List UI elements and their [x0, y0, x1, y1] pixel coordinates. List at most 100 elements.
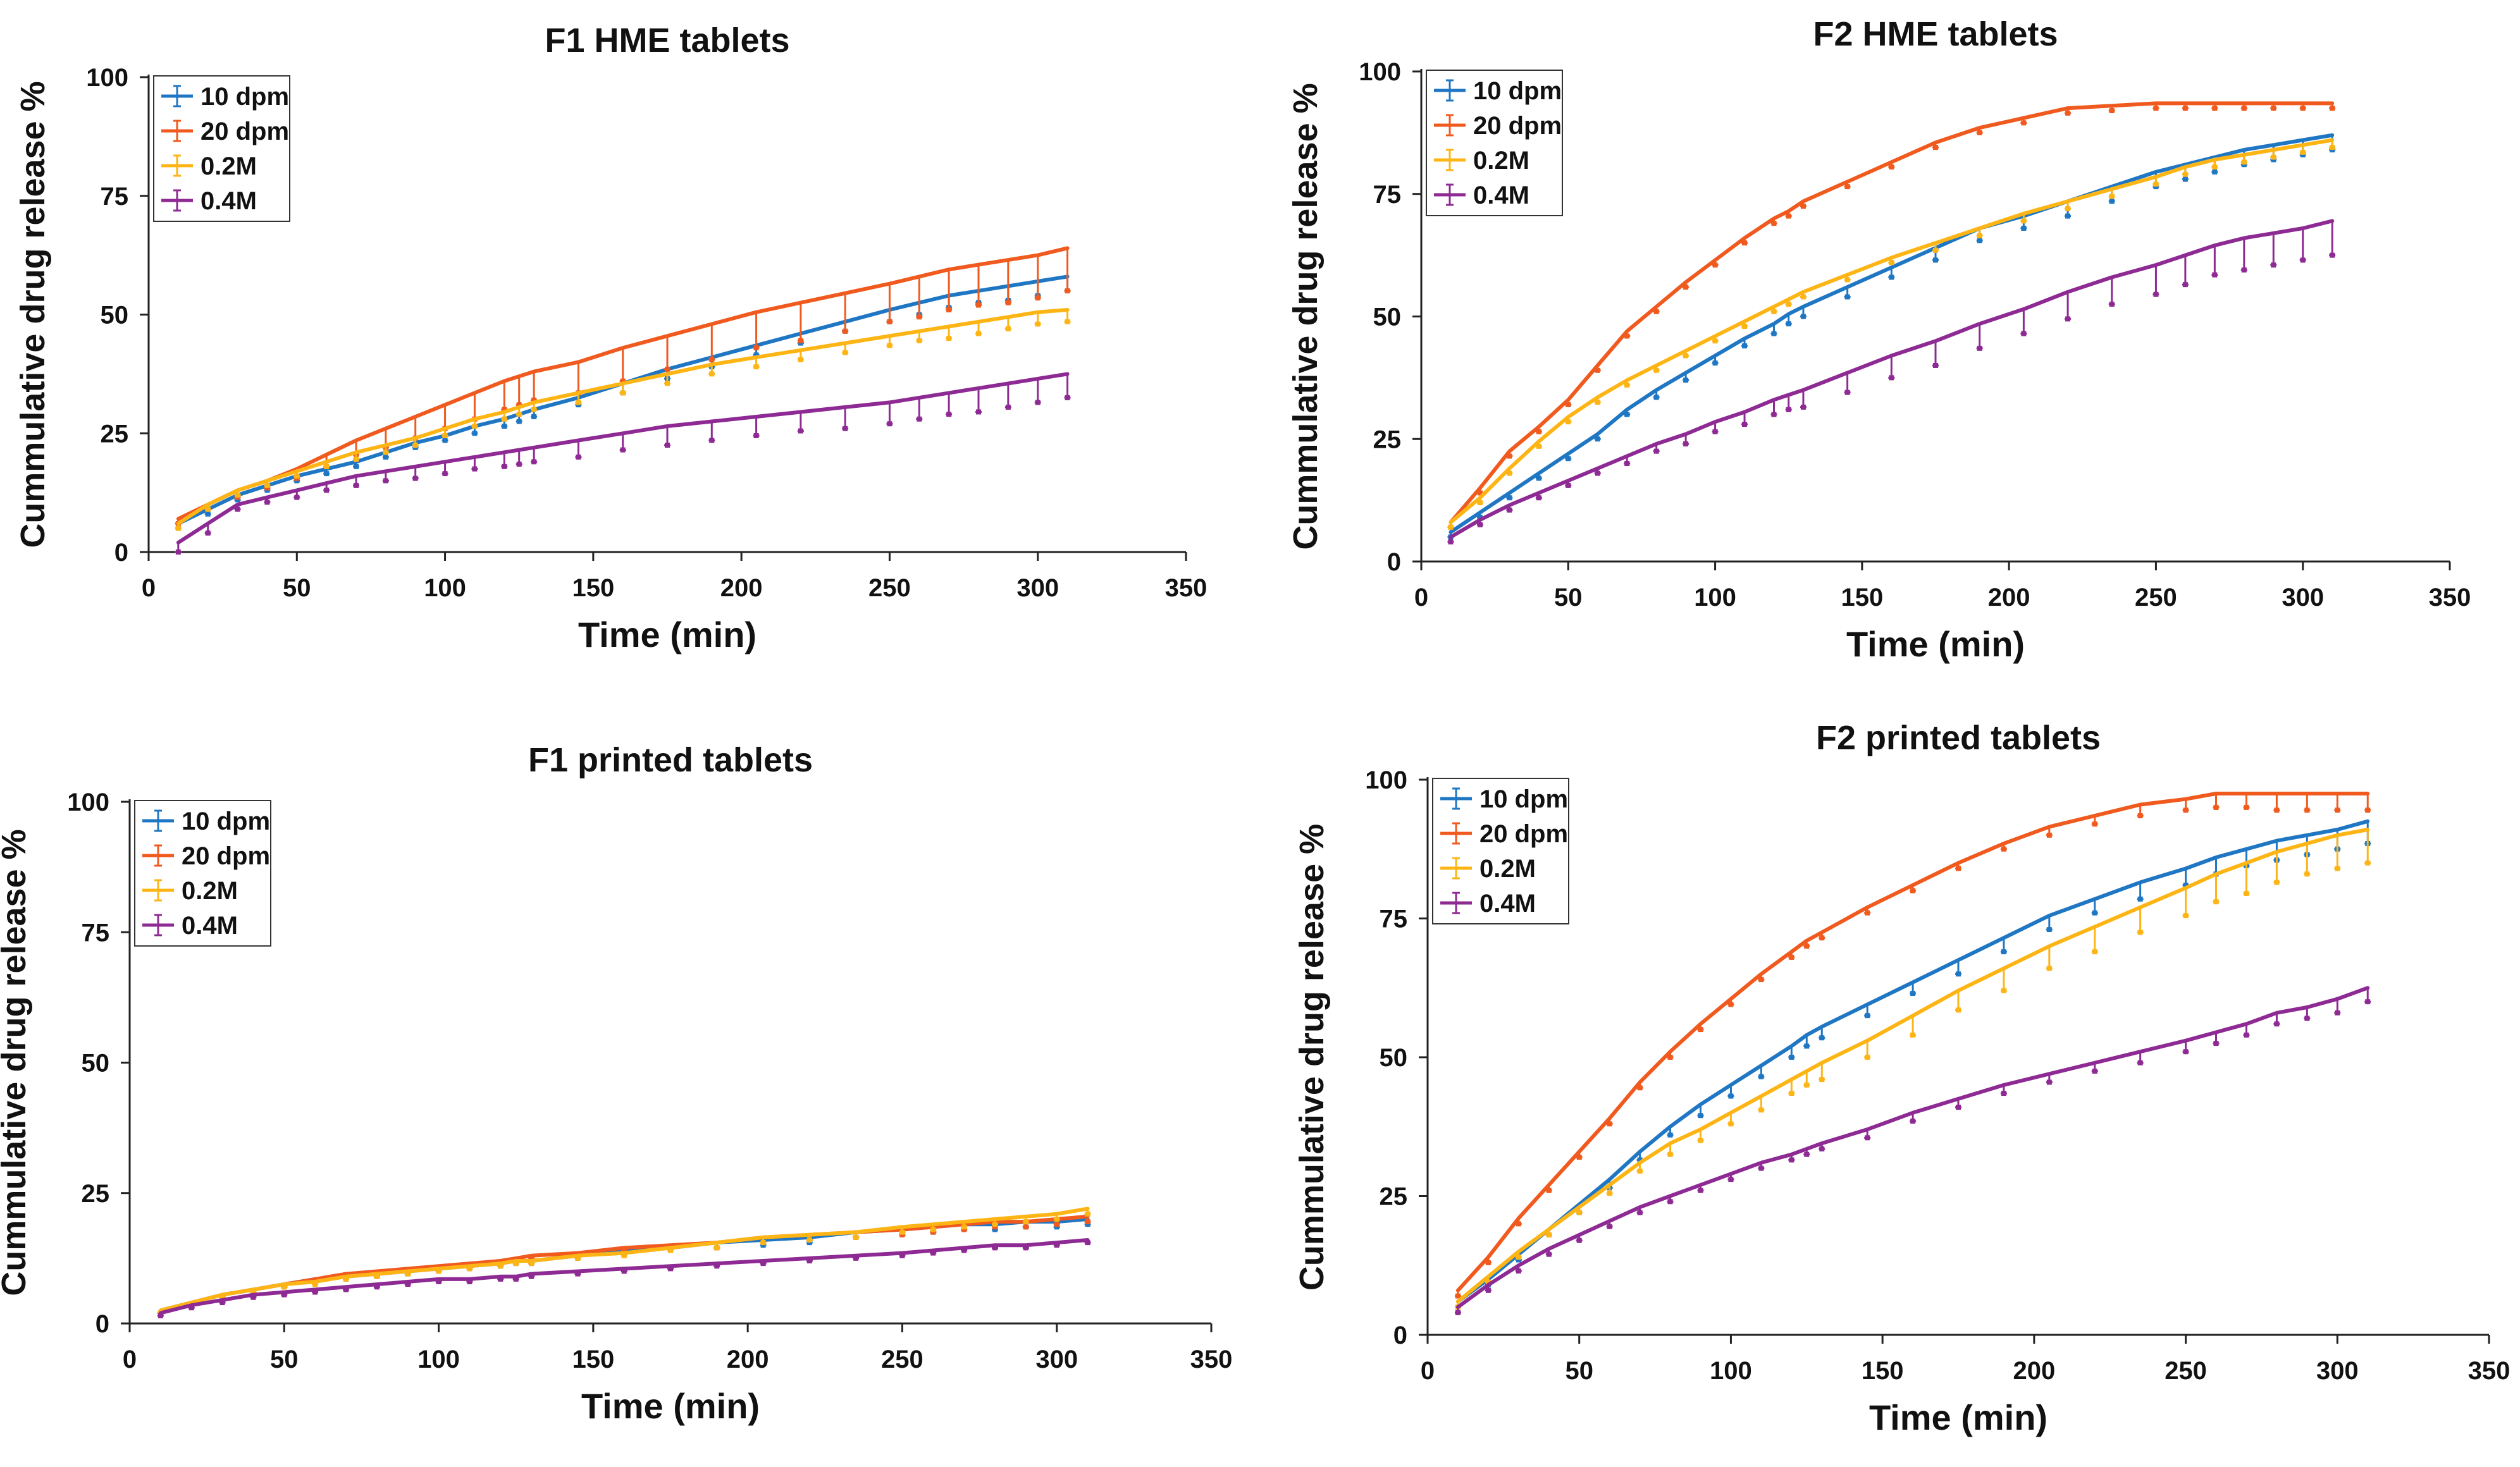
data-point-marker: [516, 402, 522, 408]
data-point-marker: [1546, 1251, 1552, 1257]
data-point-marker: [2304, 871, 2310, 877]
series-line: [1455, 792, 2370, 1292]
data-point-marker: [158, 1313, 163, 1318]
data-point-marker: [502, 407, 507, 412]
data-point-marker: [1054, 1243, 1059, 1248]
series-line: [176, 274, 1070, 525]
data-point-marker: [1910, 1032, 1916, 1038]
data-point-marker: [1566, 419, 1571, 425]
data-point-marker: [1728, 1121, 1734, 1127]
data-point-marker: [1712, 360, 1718, 366]
data-point-marker: [1933, 145, 1938, 150]
data-point-marker: [887, 319, 892, 324]
data-point-marker: [1683, 441, 1689, 446]
data-point-marker: [976, 331, 981, 336]
data-point-marker: [467, 1279, 472, 1284]
data-point-marker: [806, 1258, 812, 1263]
x-tick-label: 250: [2135, 584, 2177, 611]
x-axis-label: Time (min): [578, 615, 757, 654]
data-point-marker: [1800, 204, 1806, 209]
data-point-marker: [412, 443, 418, 448]
data-point-marker: [1786, 321, 1791, 327]
y-tick-label: 100: [67, 789, 109, 816]
data-point-marker: [502, 423, 507, 429]
data-point-marker: [1607, 1224, 1612, 1229]
data-point-marker: [753, 345, 759, 351]
x-tick-label: 150: [1862, 1357, 1904, 1385]
data-point-marker: [2065, 206, 2071, 211]
series-line: [1455, 828, 2370, 1304]
data-point-marker: [1536, 443, 1541, 449]
data-point-marker: [1637, 1157, 1643, 1163]
data-point-marker: [531, 407, 537, 412]
data-point-marker: [383, 478, 388, 484]
data-point-marker: [516, 419, 522, 424]
data-point-marker: [843, 328, 848, 334]
data-point-marker: [753, 352, 759, 358]
data-point-marker: [1889, 375, 1894, 381]
data-point-marker: [1546, 1188, 1552, 1193]
x-tick-label: 0: [1414, 584, 1428, 611]
data-point-marker: [1566, 402, 1571, 407]
data-point-marker: [2365, 860, 2371, 866]
x-tick-label: 350: [1165, 574, 1208, 602]
series-line: [158, 1217, 1090, 1313]
data-point-marker: [1758, 1165, 1764, 1171]
data-point-marker: [383, 450, 388, 455]
data-point-marker: [2330, 106, 2335, 111]
data-point-marker: [1653, 367, 1659, 373]
data-point-marker: [2212, 169, 2218, 175]
data-point-marker: [1054, 1217, 1059, 1222]
data-point-marker: [1698, 1138, 1703, 1143]
x-tick-label: 300: [2316, 1357, 2359, 1385]
data-point-marker: [2271, 154, 2276, 160]
data-point-marker: [1005, 326, 1011, 332]
data-point-marker: [294, 473, 300, 479]
data-point-marker: [436, 1268, 442, 1274]
data-point-marker: [1789, 954, 1794, 960]
data-point-marker: [264, 500, 270, 505]
data-point-marker: [976, 409, 981, 415]
data-point-marker: [2335, 866, 2340, 871]
data-point-marker: [709, 357, 715, 362]
series-0-4m: [1447, 219, 2336, 544]
data-point-marker: [1804, 943, 1810, 949]
series-20-dpm: [157, 1214, 1091, 1316]
data-point-marker: [1977, 130, 1982, 135]
data-point-marker: [1085, 1222, 1090, 1227]
data-point-marker: [1085, 1219, 1090, 1225]
data-point-marker: [1448, 524, 1454, 530]
data-point-marker: [1819, 935, 1825, 941]
data-point-marker: [205, 511, 211, 517]
x-axis-label: Time (min): [1846, 624, 2025, 664]
data-point-marker: [887, 343, 892, 348]
data-point-marker: [498, 1276, 503, 1282]
data-point-marker: [2212, 106, 2218, 111]
data-point-marker: [1712, 429, 1718, 434]
data-point-marker: [665, 443, 670, 448]
data-point-marker: [1844, 390, 1850, 395]
series-10-dpm: [175, 274, 1071, 531]
data-point-marker: [1507, 495, 1512, 501]
data-point-marker: [917, 314, 922, 320]
series-line: [176, 308, 1070, 525]
data-point-marker: [442, 471, 448, 477]
data-point-marker: [976, 302, 981, 308]
series-line: [158, 1206, 1090, 1313]
data-point-marker: [1977, 238, 1982, 243]
data-point-marker: [1595, 470, 1600, 476]
y-axis-label: Cummulative drug release %: [14, 81, 52, 548]
data-point-marker: [324, 488, 330, 493]
data-point-marker: [412, 476, 418, 481]
legend-label: 0.4M: [201, 187, 257, 215]
data-point-marker: [2300, 149, 2306, 155]
data-point-marker: [2046, 966, 2052, 971]
data-point-marker: [1624, 461, 1630, 466]
data-point-marker: [961, 1227, 967, 1232]
data-point-marker: [1477, 515, 1483, 520]
data-point-marker: [2021, 226, 2027, 231]
chart-title: F1 printed tablets: [528, 741, 813, 779]
data-point-marker: [1507, 507, 1512, 513]
data-point-marker: [1477, 500, 1483, 505]
data-point-marker: [1448, 539, 1454, 544]
